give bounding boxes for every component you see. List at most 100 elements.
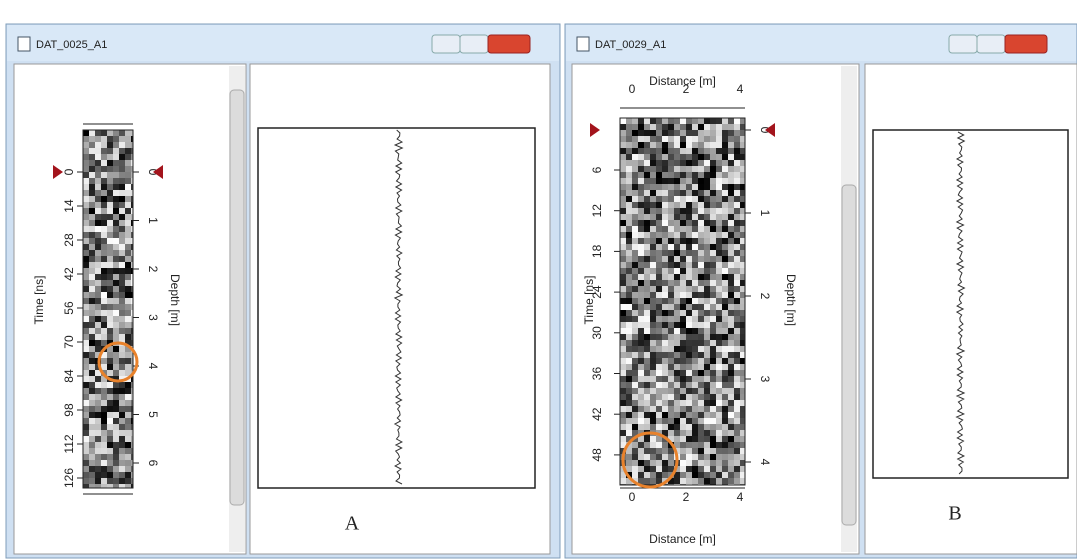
- radargram-cell: [107, 286, 113, 292]
- radargram-cell: [698, 118, 704, 124]
- distance-tick-label: 4: [737, 82, 744, 96]
- radargram-cell: [620, 346, 626, 352]
- radargram-cell: [113, 154, 119, 160]
- radargram-cell: [704, 178, 710, 184]
- radargram-cell: [662, 448, 668, 454]
- radargram-cell: [728, 202, 734, 208]
- minimize-button[interactable]: [432, 35, 460, 53]
- radargram-cell: [119, 226, 125, 232]
- radargram-cell: [650, 466, 656, 472]
- radargram-cell: [704, 184, 710, 190]
- maximize-button[interactable]: [460, 35, 488, 53]
- radargram-cell: [722, 298, 728, 304]
- radargram-cell: [710, 154, 716, 160]
- radargram-cell: [704, 412, 710, 418]
- radargram-cell: [638, 286, 644, 292]
- radargram-cell: [89, 376, 95, 382]
- radargram-cell: [83, 208, 89, 214]
- radargram-cell: [716, 304, 722, 310]
- scrollbar-thumb[interactable]: [230, 90, 244, 505]
- radargram-cell: [89, 412, 95, 418]
- radargram-cell: [740, 280, 745, 286]
- close-button[interactable]: [1005, 35, 1047, 53]
- caption: A: [345, 513, 360, 535]
- radargram-cell: [728, 424, 734, 430]
- radargram-cell: [632, 412, 638, 418]
- radargram-cell: [620, 184, 626, 190]
- radargram-cell: [638, 124, 644, 130]
- radargram-cell: [686, 430, 692, 436]
- radargram-cell: [107, 178, 113, 184]
- radargram-cell: [668, 376, 674, 382]
- radargram-cell: [107, 274, 113, 280]
- radargram-cell: [674, 394, 680, 400]
- radargram-cell: [722, 322, 728, 328]
- radargram-cell: [101, 286, 107, 292]
- radargram-cell: [626, 208, 632, 214]
- radargram-cell: [734, 142, 740, 148]
- scrollbar-thumb[interactable]: [842, 185, 856, 525]
- radargram-cell: [119, 292, 125, 298]
- radargram-cell: [698, 268, 704, 274]
- radargram-cell: [692, 262, 698, 268]
- minimize-button[interactable]: [949, 35, 977, 53]
- radargram-cell: [119, 262, 125, 268]
- radargram-cell: [686, 220, 692, 226]
- radargram-cell: [698, 274, 704, 280]
- radargram-cell: [686, 346, 692, 352]
- radargram-cell: [692, 130, 698, 136]
- radargram-cell: [698, 172, 704, 178]
- radargram-cell: [95, 304, 101, 310]
- radargram-cell: [638, 316, 644, 322]
- radargram-cell: [680, 310, 686, 316]
- radargram-cell: [83, 238, 89, 244]
- radargram-cell: [680, 154, 686, 160]
- radargram-cell: [728, 442, 734, 448]
- radargram-cell: [644, 334, 650, 340]
- radargram-cell: [125, 316, 131, 322]
- radargram-cell: [686, 448, 692, 454]
- radargram-cell: [650, 394, 656, 400]
- radargram-cell: [95, 334, 101, 340]
- radargram-cell: [692, 310, 698, 316]
- radargram-cell: [662, 424, 668, 430]
- radargram-cell: [113, 226, 119, 232]
- radargram-cell: [704, 334, 710, 340]
- radargram-cell: [686, 334, 692, 340]
- radargram-cell: [95, 424, 101, 430]
- radargram-cell: [83, 388, 89, 394]
- close-button[interactable]: [488, 35, 530, 53]
- radargram-cell: [644, 352, 650, 358]
- radargram-cell: [722, 196, 728, 202]
- radargram-cell: [95, 328, 101, 334]
- radargram-cell: [113, 148, 119, 154]
- radargram-cell: [107, 412, 113, 418]
- radargram-cell: [662, 238, 668, 244]
- radargram-cell: [656, 418, 662, 424]
- radargram-cell: [119, 298, 125, 304]
- radargram-cell: [107, 226, 113, 232]
- radargram-cell: [650, 250, 656, 256]
- radargram-cell: [716, 442, 722, 448]
- radargram-cell: [626, 346, 632, 352]
- radargram-cell: [656, 286, 662, 292]
- maximize-button[interactable]: [977, 35, 1005, 53]
- radargram-cell: [722, 148, 728, 154]
- radargram-cell: [620, 436, 626, 442]
- radargram-cell: [125, 454, 131, 460]
- radargram-cell: [101, 316, 107, 322]
- radargram-cell: [686, 274, 692, 280]
- radargram-cell: [626, 184, 632, 190]
- radargram-cell: [644, 298, 650, 304]
- radargram-cell: [698, 124, 704, 130]
- radargram-cell: [644, 466, 650, 472]
- radargram-cell: [119, 442, 125, 448]
- radargram-cell: [626, 304, 632, 310]
- radargram-cell: [113, 334, 119, 340]
- radargram-cell: [83, 358, 89, 364]
- radargram-cell: [668, 424, 674, 430]
- radargram-cell: [650, 454, 656, 460]
- radargram-cell: [740, 154, 745, 160]
- radargram-cell: [119, 364, 125, 370]
- radargram-cell: [722, 280, 728, 286]
